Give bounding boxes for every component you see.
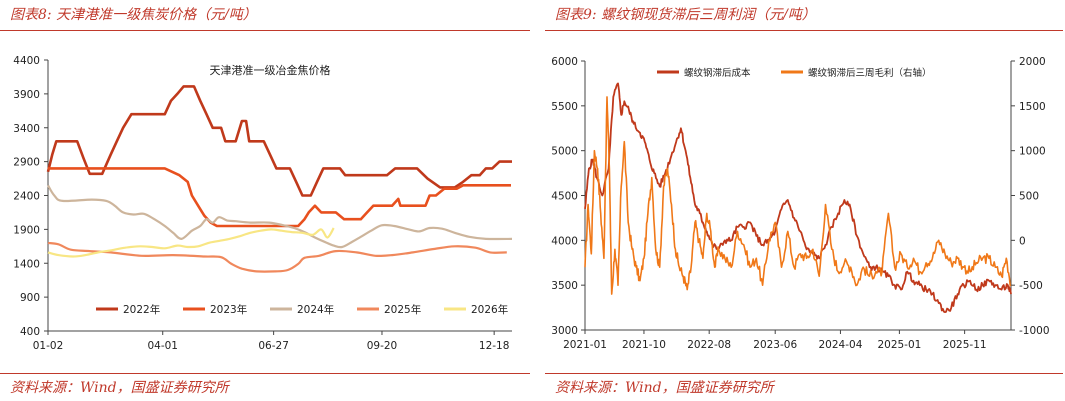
right-source-rule (545, 373, 1063, 374)
left-title-rule (0, 30, 530, 31)
right-source: 资料来源：Wind，国盛证券研究所 (555, 380, 774, 396)
x-tick-label: 2022-08 (687, 339, 731, 351)
right-y-tick-label: -500 (1019, 280, 1043, 292)
left-y-tick-label: 3500 (551, 280, 578, 292)
legend-label: 2025年 (384, 303, 421, 316)
x-tick-label: 2021-10 (622, 339, 666, 351)
series-line-2022年 (46, 85, 512, 197)
x-tick-label: 09-20 (367, 340, 398, 352)
x-tick-label: 2025-01 (877, 339, 921, 351)
right-y-tick-label: 1500 (1019, 101, 1046, 113)
right-y-tick-label: 1000 (1019, 146, 1046, 158)
series-line-2024年 (47, 184, 513, 249)
right-title-rule (545, 30, 1063, 31)
y-tick-label: 2400 (13, 191, 40, 203)
right-y-tick-label: 500 (1019, 191, 1039, 203)
left-y-tick-label: 4500 (551, 191, 578, 203)
left-y-tick-label: 5000 (551, 146, 578, 158)
y-tick-label: 2900 (13, 157, 40, 169)
series-line-2026年 (47, 227, 335, 258)
legend-label: 2026年 (471, 303, 508, 316)
series-line-2025年 (47, 241, 507, 273)
left-source-rule (0, 373, 530, 374)
y-tick-label: 900 (20, 292, 40, 304)
x-tick-label: 2023-06 (753, 339, 797, 351)
right-panel: 图表9: 螺纹钢现货滞后三周利润（元/吨） 3000 3500 4000 4500 50… (545, 0, 1065, 401)
right-figure-title: 图表9: 螺纹钢现货滞后三周利润（元/吨） (555, 7, 816, 23)
x-tick-label: 12-18 (479, 340, 510, 352)
legend-label: 2022年 (123, 303, 160, 316)
legend-label: 螺纹钢滞后三周毛利（右轴） (808, 67, 932, 79)
series-line-2023年 (48, 167, 511, 228)
y-tick-label: 1900 (13, 224, 40, 236)
legend-label: 2023年 (210, 303, 247, 316)
y-tick-label: 4400 (13, 55, 40, 67)
left-figure-title: 图表8: 天津港准一级焦炭价格（元/吨） (10, 7, 257, 23)
series-line-螺纹钢滞后三周毛利（右轴） (584, 96, 1012, 295)
x-tick-label: 06-27 (258, 340, 289, 352)
x-tick-label: 2021-01 (563, 339, 607, 351)
left-panel: 图表8: 天津港准一级焦炭价格（元/吨） 天津港准一级冶金焦价格 400 900 1… (0, 0, 532, 401)
left-y-tick-label: 5500 (551, 101, 578, 113)
left-y-tick-label: 6000 (551, 56, 578, 68)
right-y-tick-label: 2000 (1019, 56, 1046, 68)
left-source: 资料来源：Wind，国盛证券研究所 (10, 380, 229, 396)
x-tick-label: 2024-04 (819, 339, 863, 351)
x-tick-label: 2025-11 (943, 339, 987, 351)
y-tick-label: 3400 (13, 123, 40, 135)
y-tick-label: 400 (20, 326, 40, 338)
y-tick-label: 1400 (13, 258, 40, 270)
x-tick-label: 01-02 (33, 340, 64, 352)
right-y-tick-label: 0 (1019, 235, 1026, 247)
right-y-tick-label: -1000 (1019, 325, 1050, 337)
left-y-tick-label: 3000 (551, 325, 578, 337)
coke-price-chart: 天津港准一级冶金焦价格 400 900 1400 1900 2400 2900 3400 39… (13, 55, 513, 352)
x-tick-label: 04-01 (147, 340, 178, 352)
left-y-tick-label: 4000 (551, 235, 578, 247)
rebar-profit-chart: 3000 3500 4000 4500 5000 5500 6000 -1000 -500 0 50… (551, 56, 1050, 351)
chart-inner-title: 天津港准一级冶金焦价格 (210, 63, 331, 77)
y-tick-label: 3900 (13, 89, 40, 101)
legend-label: 2024年 (297, 303, 334, 316)
series-line-螺纹钢滞后成本 (584, 82, 1012, 313)
legend-label: 螺纹钢滞后成本 (684, 67, 751, 79)
